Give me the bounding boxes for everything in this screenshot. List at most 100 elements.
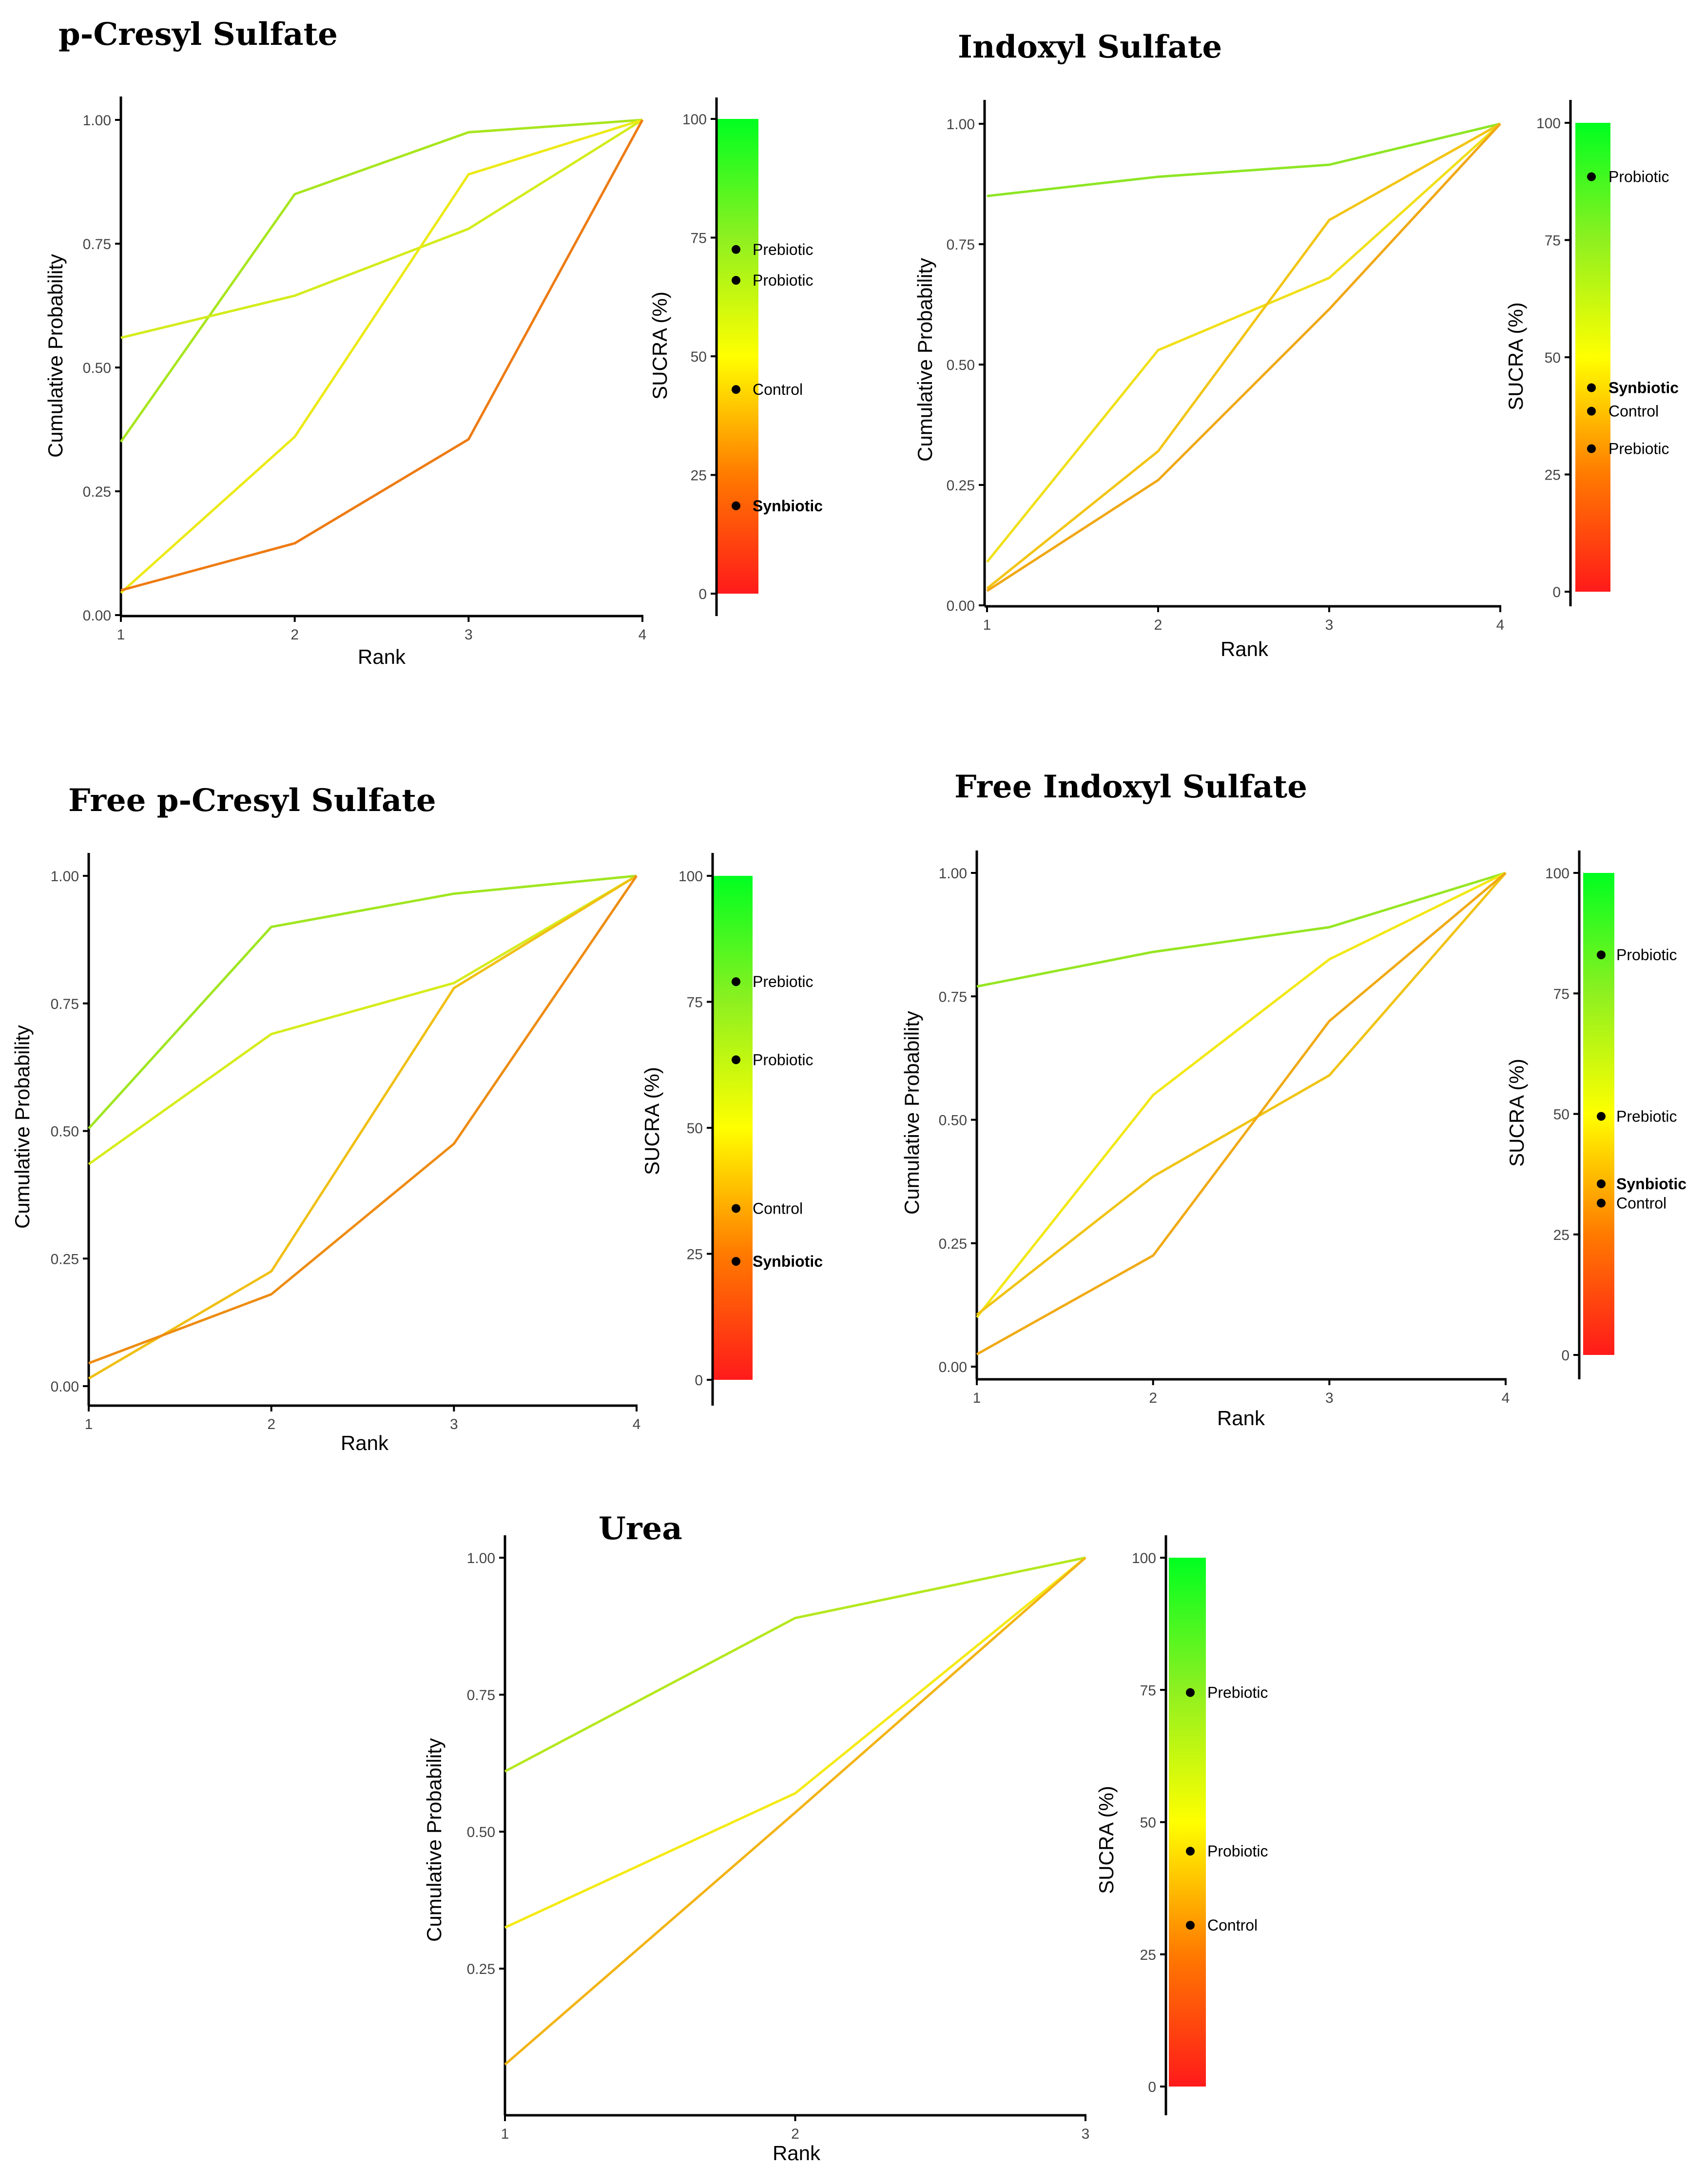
series-line-1 — [504, 1557, 1086, 1929]
sucra-point — [1587, 444, 1596, 453]
sucra-tick-label: 100 — [1132, 1550, 1156, 1566]
series-line-2 — [88, 874, 638, 1380]
chart-title: p-Cresyl Sulfate — [58, 16, 338, 53]
chart-title: Urea — [599, 1510, 682, 1547]
x-tick-label: 3 — [1325, 1390, 1334, 1406]
sucra-tick-label: 75 — [1140, 1682, 1156, 1699]
sucra-color-bar — [1575, 123, 1610, 592]
y-tick-label: 0.00 — [947, 598, 975, 614]
sucra-point-label: Control — [753, 1199, 803, 1217]
y-axis-title: Cumulative Probability — [423, 1738, 446, 1942]
x-axis-title: Rank — [358, 645, 406, 668]
sucra-tick-label: 75 — [687, 995, 703, 1011]
x-tick-label: 3 — [1325, 617, 1334, 633]
x-tick-label: 1 — [501, 2126, 509, 2142]
x-tick-label: 1 — [117, 627, 125, 643]
series-line-3 — [120, 119, 644, 592]
sucra-axis-title: SUCRA (%) — [640, 1067, 663, 1175]
sucra-point — [1597, 1112, 1606, 1121]
panel-1: Indoxyl Sulfate 0.00 0.25 0.50 0.75 1.00 1 2 3 4 R… — [913, 29, 1679, 660]
y-tick-label: 1.00 — [947, 116, 975, 133]
series-line-2 — [976, 872, 1507, 1316]
y-tick-label: 0.00 — [83, 608, 111, 624]
x-axis-title: Rank — [341, 1431, 389, 1454]
sucra-point — [1186, 1921, 1195, 1930]
sucra-point — [732, 977, 740, 986]
sucra-tick-label: 100 — [678, 869, 703, 885]
sucra-point-label: Control — [1616, 1194, 1666, 1212]
series-line-0 — [504, 1556, 1086, 1773]
y-tick-label: 0.50 — [939, 1113, 967, 1129]
sucra-point — [1597, 1198, 1606, 1208]
y-axis-title: Cumulative Probability — [900, 1011, 923, 1215]
sucra-tick-label: 50 — [1545, 350, 1561, 366]
x-tick-label: 2 — [791, 2126, 799, 2142]
sucra-tick-label: 75 — [691, 231, 707, 247]
sucra-point — [732, 501, 740, 510]
sucra-point-label: Probiotic — [1616, 946, 1677, 964]
series-line-2 — [120, 118, 643, 594]
sucra-point — [732, 1055, 740, 1064]
sucra-point-label: Prebiotic — [1207, 1684, 1268, 1701]
sucra-color-bar — [717, 119, 758, 594]
y-tick-label: 0.50 — [83, 360, 111, 376]
x-tick-label: 1 — [85, 1416, 93, 1432]
sucra-point-label: Synbiotic — [1608, 379, 1679, 397]
x-tick-label: 4 — [639, 627, 647, 643]
series-line-1 — [88, 874, 638, 1165]
y-tick-label: 1.00 — [51, 869, 79, 885]
sucra-axis-title: SUCRA (%) — [648, 291, 671, 400]
sucra-axis-title: SUCRA (%) — [1504, 302, 1527, 410]
sucra-point — [1186, 1847, 1195, 1856]
x-tick-label: 3 — [1082, 2126, 1090, 2142]
sucra-point — [1587, 383, 1596, 392]
y-tick-label: 0.25 — [467, 1961, 495, 1977]
sucra-tick-label: 50 — [1140, 1815, 1156, 1831]
sucra-point-label: Probiotic — [1207, 1842, 1268, 1860]
series-line-2 — [504, 1557, 1086, 2066]
y-tick-label: 0.75 — [467, 1687, 495, 1703]
series-line-0 — [976, 871, 1506, 988]
x-tick-label: 3 — [465, 627, 473, 643]
sucra-point-label: Probiotic — [753, 1051, 814, 1068]
panel-4: Urea 0.25 0.50 0.75 1.00 1 2 3 Rank Cumulative Pr… — [423, 1510, 1268, 2165]
y-tick-label: 1.00 — [83, 113, 111, 129]
sucra-tick-label: 100 — [1545, 866, 1569, 882]
sucra-point — [732, 1204, 740, 1213]
chart-title: Indoxyl Sulfate — [958, 29, 1222, 65]
series-line-1 — [120, 118, 643, 339]
y-tick-label: 0.25 — [947, 478, 975, 494]
x-tick-label: 2 — [291, 627, 299, 643]
series-line-3 — [88, 875, 638, 1365]
sucra-tick-label: 75 — [1553, 986, 1569, 1002]
x-axis-title: Rank — [773, 2142, 821, 2165]
sucra-tick-label: 0 — [1148, 2079, 1156, 2095]
sucra-tick-label: 75 — [1545, 233, 1561, 249]
series-line-1 — [986, 123, 1501, 563]
sucra-point — [732, 245, 740, 254]
sucra-point — [732, 1257, 740, 1266]
series-line-3 — [976, 872, 1507, 1355]
series-line-3 — [986, 123, 1501, 592]
y-axis-title: Cumulative Probability — [11, 1025, 34, 1229]
y-tick-label: 0.25 — [51, 1251, 79, 1267]
y-tick-label: 1.00 — [939, 866, 967, 882]
sucra-tick-label: 0 — [695, 1372, 703, 1389]
y-tick-label: 0.75 — [947, 237, 975, 253]
sucra-point-label: Prebiotic — [1608, 440, 1669, 458]
panel-3: Free Indoxyl Sulfate 0.00 0.25 0.50 0.75 1.00… — [900, 769, 1686, 1430]
sucra-tick-label: 100 — [682, 112, 707, 128]
sucra-point-label: Probiotic — [1608, 168, 1669, 186]
sucra-point-label: Prebiotic — [753, 973, 814, 990]
sucra-tick-label: 25 — [687, 1247, 703, 1263]
sucra-tick-label: 0 — [698, 586, 707, 602]
x-axis-title: Rank — [1221, 638, 1269, 660]
sucra-point-label: Synbiotic — [1616, 1175, 1686, 1193]
y-tick-label: 0.50 — [467, 1824, 495, 1840]
sucra-point — [1587, 406, 1596, 416]
sucra-point-label: Control — [753, 381, 803, 398]
sucra-tick-label: 50 — [1553, 1107, 1569, 1123]
sucra-point-label: Control — [1207, 1916, 1258, 1934]
x-axis-title: Rank — [1217, 1407, 1265, 1430]
